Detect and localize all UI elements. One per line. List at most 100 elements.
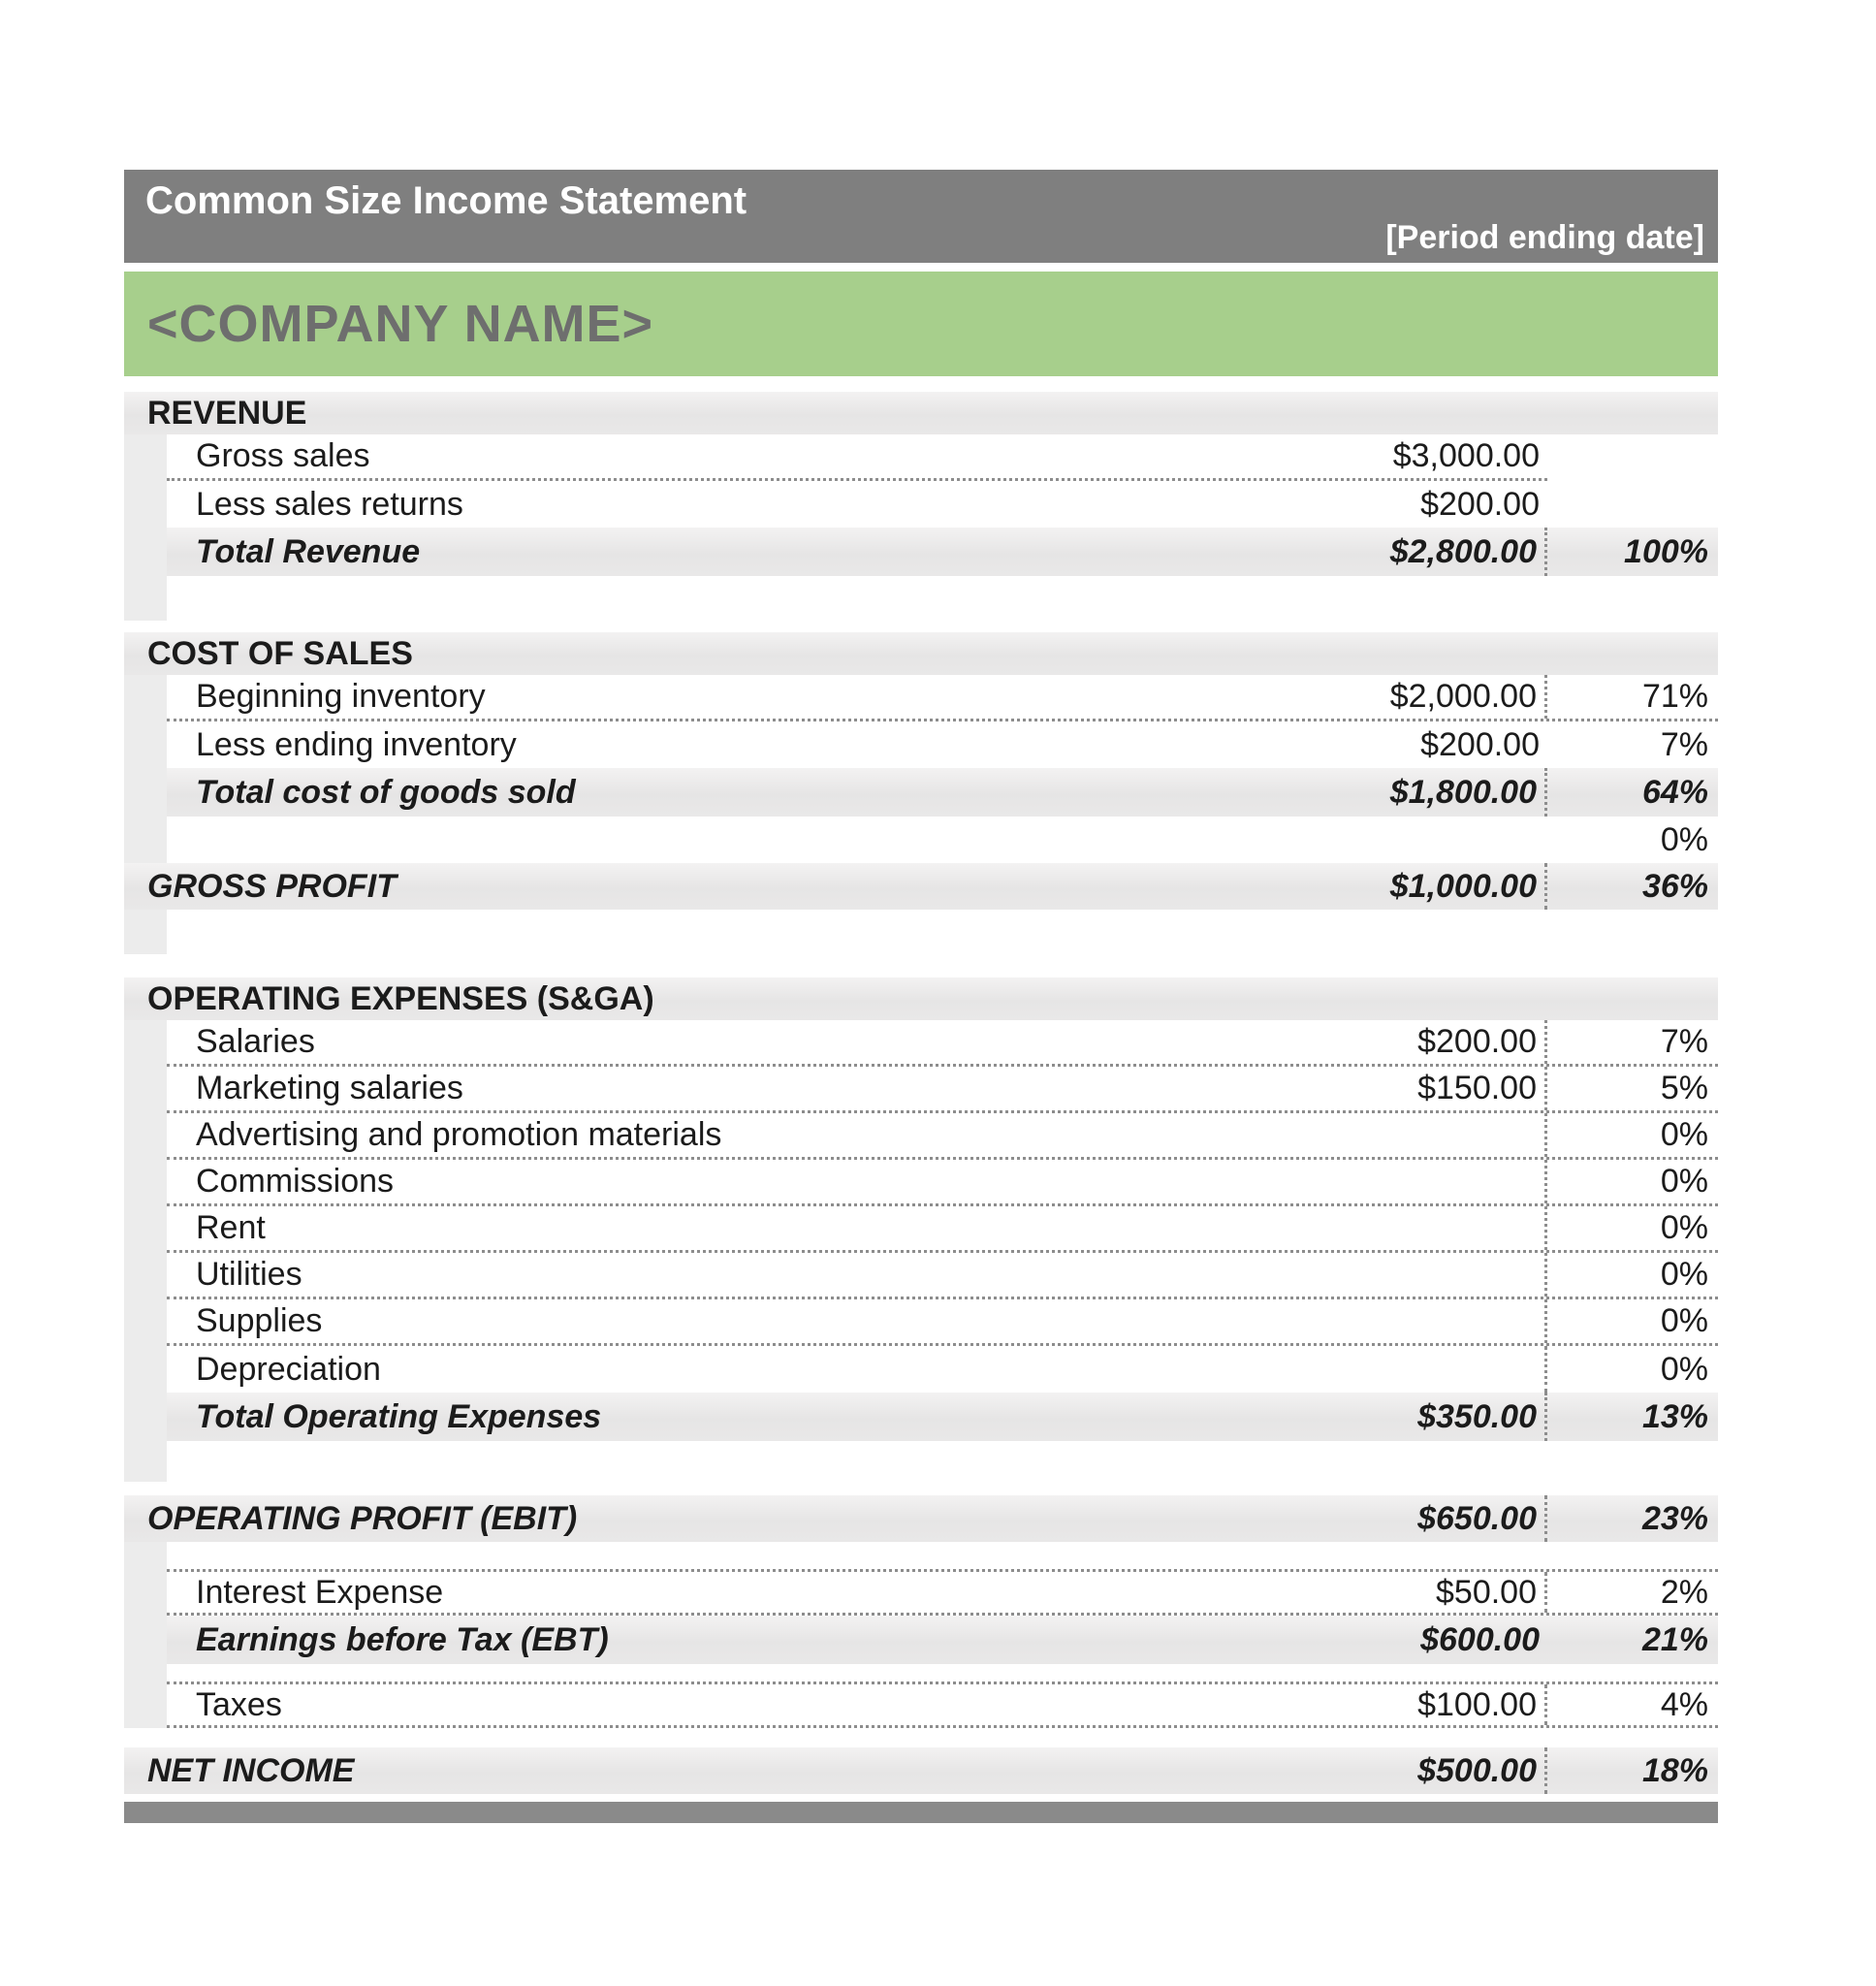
row-content: Beginning inventory $2,000.00 71% [167, 675, 1718, 721]
row-label: COST OF SALES [147, 634, 413, 672]
income-statement-document: Common Size Income Statement [Period end… [124, 170, 1718, 1823]
statement-row: Gross sales $3,000.00 [124, 434, 1718, 481]
row-main: Commissions [167, 1160, 1547, 1203]
row-label: Total Operating Expenses [196, 1397, 602, 1435]
row-main: OPERATING PROFIT (EBIT) $650.00 [124, 1495, 1547, 1542]
row-percent: 100% [1624, 532, 1708, 570]
row-content: Taxes $100.00 4% [167, 1682, 1718, 1728]
row-label: Advertising and promotion materials [196, 1116, 722, 1153]
statement-row: Marketing salaries $150.00 5% [124, 1067, 1718, 1113]
row-main: OPERATING EXPENSES (S&GA) [124, 977, 1547, 1020]
statement-row: GROSS PROFIT $1,000.00 36% [124, 863, 1718, 910]
row-main: REVENUE [124, 392, 1547, 434]
row-label: Rent [196, 1209, 266, 1246]
row-main: Marketing salaries $150.00 [167, 1067, 1547, 1110]
row-percent: 13% [1641, 1397, 1708, 1435]
row-content: Commissions 0% [167, 1160, 1718, 1206]
indent-strip [124, 1616, 167, 1664]
row-label: OPERATING PROFIT (EBIT) [147, 1499, 578, 1537]
row-label: Commissions [196, 1163, 395, 1200]
spacer-content [167, 910, 1718, 954]
row-percent: 0% [1660, 1302, 1708, 1339]
row-amount: $500.00 [1247, 1747, 1547, 1794]
row-percent: 0% [1660, 1116, 1708, 1153]
statement-row: OPERATING PROFIT (EBIT) $650.00 23% [124, 1495, 1718, 1542]
company-banner: <COMPANY NAME> [124, 272, 1718, 376]
row-content: Total cost of goods sold $1,800.00 64% [167, 768, 1718, 817]
row-label [167, 817, 1247, 863]
row-label: Taxes [196, 1685, 282, 1723]
statement-spacer-row [124, 1441, 1718, 1482]
row-content: Less ending inventory $200.00 7% [167, 721, 1718, 768]
row-content: GROSS PROFIT $1,000.00 36% [124, 863, 1718, 910]
statement-row: Interest Expense $50.00 2% [124, 1569, 1718, 1616]
row-label: Gross sales [196, 437, 370, 474]
row-percent [1547, 392, 1718, 434]
row-percent: 7% [1660, 1023, 1708, 1060]
row-main: Total Operating Expenses $350.00 [167, 1393, 1547, 1441]
statement-spacer-row [124, 1482, 1718, 1495]
statement-spacer-row [124, 1728, 1718, 1747]
statement-spacer-row [124, 954, 1718, 977]
row-label: Total cost of goods sold [196, 773, 576, 811]
indent-strip [124, 675, 167, 721]
row-content: Advertising and promotion materials 0% [167, 1113, 1718, 1160]
indent-strip [124, 768, 167, 817]
indent-strip [124, 1393, 167, 1441]
row-content: Depreciation 0% [167, 1346, 1718, 1393]
row-label: GROSS PROFIT [147, 867, 397, 905]
row-amount: $2,000.00 [1247, 675, 1547, 719]
statement-row: Depreciation 0% [124, 1346, 1718, 1393]
row-percent [1547, 434, 1718, 481]
row-content: COST OF SALES [124, 632, 1718, 675]
indent-strip [124, 1682, 167, 1728]
row-main: Beginning inventory $2,000.00 [167, 675, 1547, 719]
row-amount [1247, 817, 1547, 863]
row-amount [1247, 1160, 1547, 1203]
row-amount: $100.00 [1247, 1684, 1547, 1725]
row-content: Total Operating Expenses $350.00 13% [167, 1393, 1718, 1441]
statement-row: Rent 0% [124, 1206, 1718, 1253]
row-percent: 0% [1660, 820, 1708, 858]
statement-row: Total Operating Expenses $350.00 13% [124, 1393, 1718, 1441]
row-amount [1247, 1346, 1547, 1393]
row-content: OPERATING PROFIT (EBIT) $650.00 23% [124, 1495, 1718, 1542]
statement-row: Beginning inventory $2,000.00 71% [124, 675, 1718, 721]
title-banner-divider [124, 263, 1718, 272]
row-label: Total Revenue [196, 532, 421, 570]
statement-spacer-row [124, 910, 1718, 954]
row-percent [1547, 632, 1718, 675]
row-percent: 4% [1660, 1685, 1708, 1723]
indent-strip [124, 817, 167, 863]
row-content: Rent 0% [167, 1206, 1718, 1253]
row-content: Supplies 0% [167, 1299, 1718, 1346]
row-main: NET INCOME $500.00 [124, 1747, 1547, 1794]
row-main: GROSS PROFIT $1,000.00 [124, 863, 1547, 910]
row-main: Taxes $100.00 [167, 1684, 1547, 1725]
row-main: Less ending inventory $200.00 [167, 721, 1547, 768]
statement-row: Less ending inventory $200.00 7% [124, 721, 1718, 768]
statement-spacer-row [124, 1664, 1718, 1682]
statement-row: REVENUE [124, 392, 1718, 434]
row-main: Depreciation [167, 1346, 1547, 1393]
statement-spacer-row [124, 1542, 1718, 1569]
row-main: Gross sales $3,000.00 [167, 434, 1547, 481]
row-main: Salaries $200.00 [167, 1020, 1547, 1064]
row-label: NET INCOME [147, 1751, 355, 1789]
row-main [167, 817, 1547, 863]
indent-strip [124, 1206, 167, 1253]
row-main: Advertising and promotion materials [167, 1113, 1547, 1157]
indent-strip [124, 1542, 167, 1569]
row-content: OPERATING EXPENSES (S&GA) [124, 977, 1718, 1020]
row-percent: 18% [1641, 1751, 1708, 1789]
indent-strip [124, 1569, 167, 1616]
row-amount: $600.00 [1420, 1620, 1540, 1658]
row-percent: 36% [1641, 867, 1708, 905]
row-amount: $350.00 [1247, 1393, 1547, 1441]
row-label: Supplies [196, 1302, 323, 1339]
row-content: Earnings before Tax (EBT) $600.00 21% [167, 1616, 1718, 1664]
row-amount: $150.00 [1247, 1067, 1547, 1110]
statement-row: Earnings before Tax (EBT) $600.00 21% [124, 1616, 1718, 1664]
row-content: Interest Expense $50.00 2% [167, 1569, 1718, 1616]
statement-row: Commissions 0% [124, 1160, 1718, 1206]
